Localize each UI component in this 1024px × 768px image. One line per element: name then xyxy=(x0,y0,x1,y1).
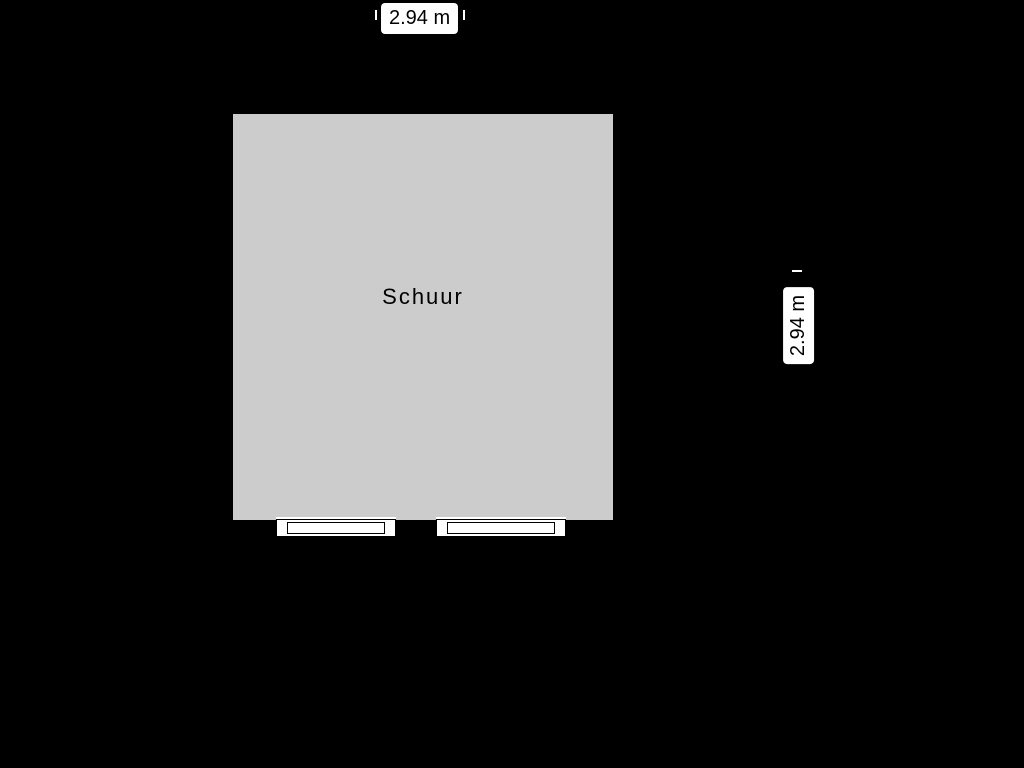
floorplan-container: Schuur 2.94 m 2.94 m xyxy=(0,0,1024,768)
door-right xyxy=(436,517,566,537)
dimension-right-tick-top xyxy=(792,270,802,272)
dimension-right-label: 2.94 m xyxy=(783,287,814,364)
dimension-top-tick-left xyxy=(375,10,377,20)
dimension-right-tick-bottom xyxy=(792,358,802,360)
room-schuur: Schuur xyxy=(231,112,615,522)
dimension-top-label: 2.94 m xyxy=(381,3,458,34)
room-label: Schuur xyxy=(382,284,464,310)
dimension-top-tick-right xyxy=(463,10,465,20)
door-left xyxy=(276,517,396,537)
